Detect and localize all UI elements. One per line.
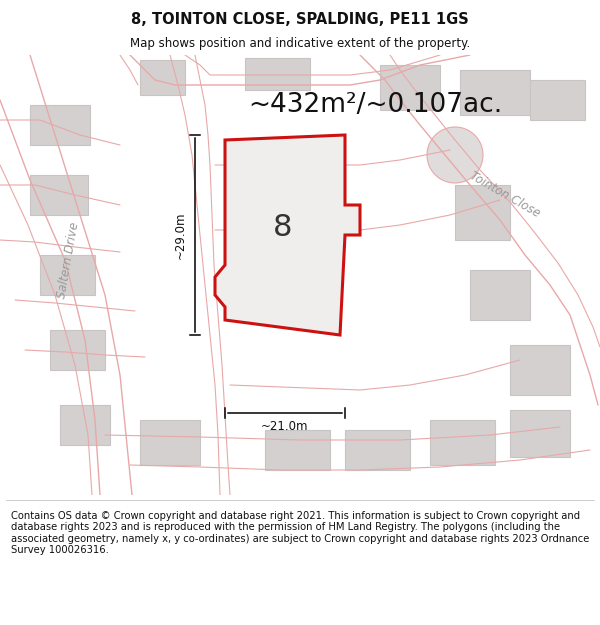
Polygon shape — [510, 410, 570, 457]
Text: Map shows position and indicative extent of the property.: Map shows position and indicative extent… — [130, 38, 470, 51]
Text: ~21.0m: ~21.0m — [261, 421, 309, 434]
Text: ~432m²/~0.107ac.: ~432m²/~0.107ac. — [248, 92, 502, 118]
Polygon shape — [50, 330, 105, 370]
Text: Tointon Close: Tointon Close — [467, 169, 542, 221]
Text: Saltern Drive: Saltern Drive — [55, 221, 81, 299]
Polygon shape — [430, 420, 495, 465]
Polygon shape — [245, 58, 310, 90]
Polygon shape — [455, 185, 510, 240]
Text: ~29.0m: ~29.0m — [174, 211, 187, 259]
Polygon shape — [265, 430, 330, 470]
Polygon shape — [510, 345, 570, 395]
Polygon shape — [30, 175, 88, 215]
Polygon shape — [40, 255, 95, 295]
Polygon shape — [345, 430, 410, 470]
Polygon shape — [470, 270, 530, 320]
Polygon shape — [60, 405, 110, 445]
Text: 8, TOINTON CLOSE, SPALDING, PE11 1GS: 8, TOINTON CLOSE, SPALDING, PE11 1GS — [131, 12, 469, 27]
Polygon shape — [460, 70, 530, 115]
Text: 8: 8 — [273, 213, 293, 241]
Polygon shape — [250, 195, 340, 290]
Text: Contains OS data © Crown copyright and database right 2021. This information is : Contains OS data © Crown copyright and d… — [11, 511, 589, 556]
Polygon shape — [380, 65, 440, 110]
Polygon shape — [530, 80, 585, 120]
Polygon shape — [140, 60, 185, 95]
Polygon shape — [215, 135, 360, 335]
Polygon shape — [140, 420, 200, 465]
Polygon shape — [30, 105, 90, 145]
Polygon shape — [427, 127, 483, 183]
